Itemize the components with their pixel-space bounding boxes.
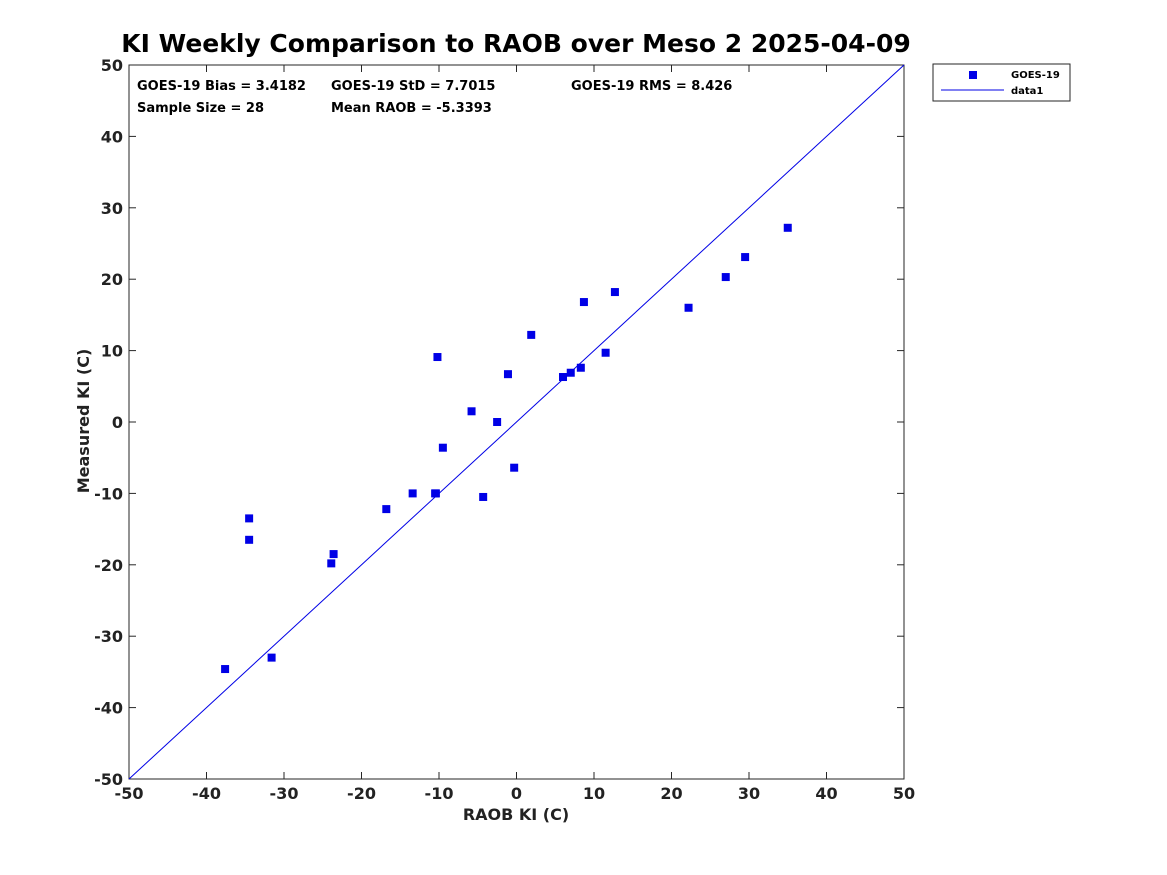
series-line-data1: [128, 64, 905, 780]
data-point: [245, 514, 254, 523]
x-tick-label: -40: [192, 784, 221, 803]
scatter-points: [221, 223, 792, 674]
x-tick-label: -20: [347, 784, 376, 803]
data-point: [610, 288, 619, 297]
y-axis-label: Measured KI (C): [74, 349, 93, 494]
x-tick-label: 0: [511, 784, 522, 803]
data-point: [503, 370, 512, 379]
data-point: [783, 223, 792, 232]
data-point: [721, 273, 730, 282]
x-tick-label: 50: [893, 784, 915, 803]
x-tick-label: 40: [815, 784, 837, 803]
x-axis-label: RAOB KI (C): [463, 805, 569, 824]
y-tick-label: 10: [101, 342, 123, 361]
y-tick-label: 20: [101, 270, 123, 289]
data-point: [433, 353, 442, 362]
data-point: [221, 665, 230, 674]
data-point: [527, 330, 536, 339]
y-tick-label: -30: [94, 627, 123, 646]
data-point: [479, 492, 488, 501]
data-point: [741, 253, 750, 262]
legend-label-goes19: GOES-19: [1011, 70, 1060, 81]
annotation-bias: GOES-19 Bias = 3.4182: [137, 79, 306, 94]
data-point: [267, 653, 276, 662]
data-point: [579, 298, 588, 307]
annotation-sample-size: Sample Size = 28: [137, 101, 264, 116]
x-tick-label: -50: [115, 784, 144, 803]
series-lines: [128, 64, 905, 780]
y-tick-label: 0: [112, 413, 123, 432]
y-tick-label: -20: [94, 556, 123, 575]
data-point: [601, 348, 610, 357]
legend-box: [932, 63, 1071, 102]
x-tick-label: 10: [583, 784, 605, 803]
y-tick-label: -50: [94, 770, 123, 789]
data-point: [576, 363, 585, 372]
data-point: [438, 443, 447, 452]
x-tick-label: 30: [738, 784, 760, 803]
chart-title: KI Weekly Comparison to RAOB over Meso 2…: [121, 29, 910, 58]
data-point: [493, 418, 502, 426]
y-tick-label: -40: [94, 699, 123, 718]
y-tick-label: 40: [101, 127, 123, 146]
x-tick-label: 20: [660, 784, 682, 803]
axis-ticks: -50 -40 -30 -20 -10 0 10 20 30 40 50 -50 -40 -30 -20 -1…: [94, 56, 915, 803]
data-point: [684, 303, 693, 312]
data-point: [327, 559, 336, 568]
data-point: [510, 463, 519, 472]
data-point: [467, 407, 476, 416]
x-tick-label: -30: [270, 784, 299, 803]
data-point: [566, 368, 575, 377]
y-tick-label: -10: [94, 484, 123, 503]
legend-label-data1: data1: [1011, 86, 1043, 97]
plot-area: -50 -40 -30 -20 -10 0 10 20 30 40 50 -50 -40 -30 -20 -1…: [94, 56, 915, 803]
data-point: [382, 505, 391, 514]
y-tick-label: 30: [101, 199, 123, 218]
data-point: [329, 550, 338, 559]
data-point: [408, 489, 417, 498]
data-point: [431, 489, 440, 498]
legend: GOES-19 data1: [932, 63, 1071, 102]
data-point: [559, 373, 567, 382]
x-tick-label: -10: [425, 784, 454, 803]
y-tick-label: 50: [101, 56, 123, 75]
data-point: [245, 535, 254, 544]
annotation-rms: GOES-19 RMS = 8.426: [571, 79, 732, 94]
legend-marker-goes19: [969, 71, 977, 79]
annotation-mean-raob: Mean RAOB = -5.3393: [331, 101, 492, 116]
annotation-std: GOES-19 StD = 7.7015: [331, 79, 495, 94]
